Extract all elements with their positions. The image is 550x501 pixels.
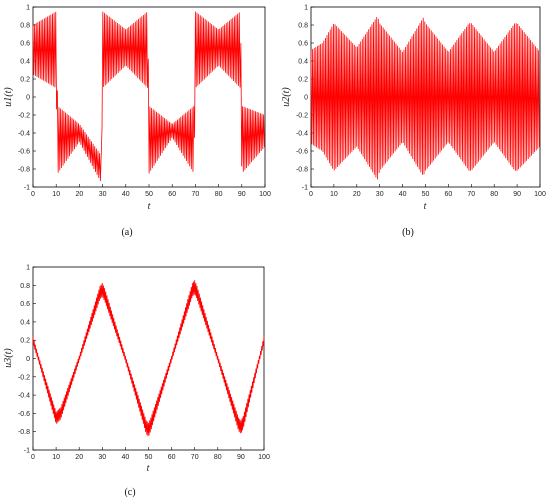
panel-a-ytick-label: -0.8 xyxy=(18,167,30,174)
panel-c-xlabel: t xyxy=(147,463,150,474)
panel-a-ytick-label: 0 xyxy=(26,95,30,102)
panel-b-xlabel: t xyxy=(424,201,427,212)
panel-c-xtick-label: 60 xyxy=(168,454,176,461)
panel-c-ytick-label: 0.4 xyxy=(20,319,30,326)
panel-b-ytick-label: 0.8 xyxy=(298,23,308,30)
panel-b-xtick-label: 80 xyxy=(490,191,498,198)
panel-c-ytick-label: -0.4 xyxy=(18,393,30,400)
panel-c-xtick-label: 10 xyxy=(52,454,60,461)
panel-c-xtick-label: 100 xyxy=(258,454,270,461)
panel-a-xtick-label: 90 xyxy=(238,191,246,198)
panel-a-ytick-label: 0.8 xyxy=(20,23,30,30)
panel-a-xtick-label: 80 xyxy=(215,191,223,198)
panel-a-xtick-label: 10 xyxy=(52,191,60,198)
panel-a-ytick-label: 0.4 xyxy=(20,59,30,66)
panel-a-ytick-label: -0.4 xyxy=(18,131,30,138)
panel-c-xtick-label: 40 xyxy=(122,454,130,461)
panel-b-ytick-label: -0.2 xyxy=(296,113,308,120)
panel-a-xtick-label: 40 xyxy=(122,191,130,198)
panel-c: 0 10 20 30 40 50 60 70 80 90 100 1 0.8 0.6 0.4 0.2 0 -0.2… xyxy=(3,265,270,499)
panel-c-ytick-label: -0.6 xyxy=(18,411,30,418)
panel-b-xtick-label: 30 xyxy=(376,191,384,198)
panel-b-ytick-label: 0.6 xyxy=(298,41,308,48)
panel-c-xtick-label: 50 xyxy=(145,454,153,461)
panel-a-xtick-label: 20 xyxy=(76,191,84,198)
panel-a-ytick-label: -0.6 xyxy=(18,149,30,156)
panel-c-xtick-label: 70 xyxy=(191,454,199,461)
panel-b-ytick-label: -0.6 xyxy=(296,149,308,156)
panel-a-xtick-label: 60 xyxy=(168,191,176,198)
panel-c-ytick-label: 0 xyxy=(26,356,30,363)
panel-c-ytick-label: -1 xyxy=(24,448,30,455)
panel-a-xtick-label: 100 xyxy=(259,191,271,198)
panel-b-xtick-label: 90 xyxy=(513,191,521,198)
panel-c-ytick-label: 0.8 xyxy=(20,283,30,290)
panel-a-ylabel: u1(t) xyxy=(3,87,14,107)
panel-b-ytick-label: 0.4 xyxy=(298,59,308,66)
panel-c-xtick-label: 20 xyxy=(75,454,83,461)
panel-b-xtick-label: 10 xyxy=(330,191,338,198)
panel-b-caption: (b) xyxy=(402,227,414,238)
panel-a-ytick-label: -1 xyxy=(24,185,30,192)
panel-c-ytick-label: 1 xyxy=(26,265,30,272)
panel-c-ytick-label: -0.2 xyxy=(18,374,30,381)
panel-b-ytick-label: -0.8 xyxy=(296,167,308,174)
panel-a-ytick-label: -0.2 xyxy=(18,113,30,120)
panel-b-xtick-label: 100 xyxy=(534,191,546,198)
panel-a-xlabel: t xyxy=(148,201,151,212)
panel-b-series-line xyxy=(310,17,540,180)
panel-c-ytick-label: -0.8 xyxy=(18,429,30,436)
panel-a-ytick-label: 0.2 xyxy=(20,77,30,84)
panel-c-frame xyxy=(32,266,265,451)
panel-c-ylabel: u3(t) xyxy=(3,348,14,368)
panel-b-ytick-label: 1 xyxy=(304,5,308,12)
panel-a-ytick-label: 0.6 xyxy=(20,41,30,48)
panel-a-xtick-label: 30 xyxy=(99,191,107,198)
panel-a-caption: (a) xyxy=(121,227,132,238)
panel-c-xtick-label: 30 xyxy=(98,454,106,461)
panel-a: 0 10 20 30 40 50 60 70 80 90 100 1 0.8 0.6 0.4 0.2 0 -0.2… xyxy=(3,5,271,239)
panel-c-ytick-label: 0.6 xyxy=(20,301,30,308)
panel-a-xtick-label: 0 xyxy=(31,191,35,198)
panel-a-series-line xyxy=(32,11,265,182)
panel-b-xtick-label: 50 xyxy=(422,191,430,198)
panel-b-xtick-label: 60 xyxy=(445,191,453,198)
panel-a-ytick-label: 1 xyxy=(26,5,30,12)
panel-b: 0 10 20 30 40 50 60 70 80 90 100 1 0.8 0.6 0.4 0.2 0 -0.2… xyxy=(281,5,546,239)
panel-c-series-line xyxy=(32,280,265,437)
panel-a-xtick-label: 50 xyxy=(145,191,153,198)
panel-c-xtick-label: 0 xyxy=(31,454,35,461)
panel-a-xtick-label: 70 xyxy=(192,191,200,198)
panel-b-ytick-label: 0 xyxy=(304,95,308,102)
panel-b-xtick-label: 70 xyxy=(467,191,475,198)
panel-c-xtick-label: 80 xyxy=(214,454,222,461)
panel-b-xtick-label: 20 xyxy=(353,191,361,198)
panel-b-xtick-label: 40 xyxy=(399,191,407,198)
panel-b-ytick-label: 0.2 xyxy=(298,77,308,84)
panel-c-xtick-label: 90 xyxy=(237,454,245,461)
panel-b-ylabel: u2(t) xyxy=(281,87,292,107)
panel-b-xtick-label: 0 xyxy=(309,191,313,198)
panel-c-ytick-label: 0.2 xyxy=(20,338,30,345)
panel-b-ytick-label: -0.4 xyxy=(296,131,308,138)
panel-b-ytick-label: -1 xyxy=(302,185,308,192)
panel-c-caption: (c) xyxy=(124,487,135,498)
